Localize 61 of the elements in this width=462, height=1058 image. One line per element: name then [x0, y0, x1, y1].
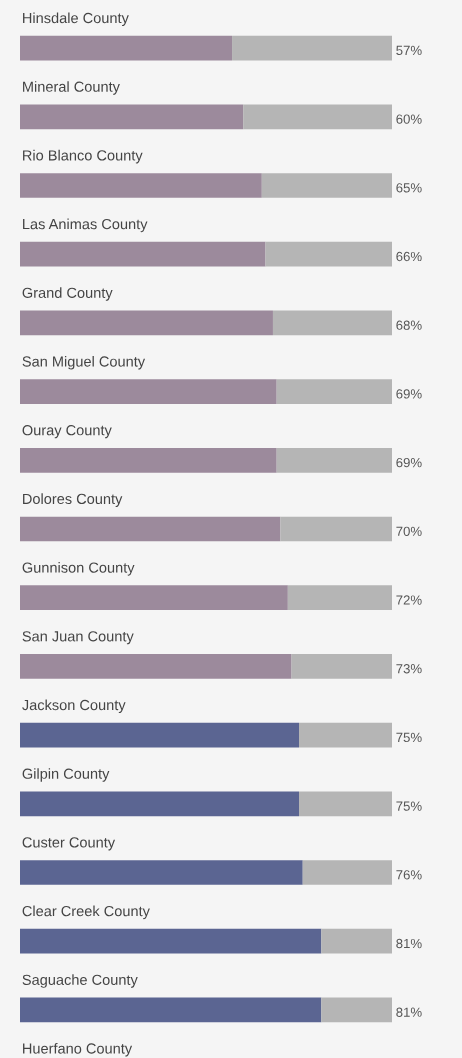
data-label: 70% — [396, 526, 422, 536]
y-tick-label: Huerfano County — [23, 1042, 133, 1057]
y-tick-label: Rio Blanco County — [23, 149, 143, 164]
bar — [272, 310, 392, 336]
bar — [302, 860, 392, 885]
bar — [20, 104, 244, 130]
bar — [20, 447, 277, 473]
y-tick-label: San Juan County — [22, 631, 134, 645]
y-tick-label: Jackson County — [22, 699, 126, 714]
bar — [276, 447, 392, 473]
data-label: 68% — [396, 320, 422, 330]
bar — [20, 310, 273, 336]
data-label: 75% — [396, 801, 422, 811]
bar — [20, 35, 233, 61]
bar — [321, 928, 392, 954]
y-tick-label: Clear Creek County — [22, 905, 150, 920]
data-label: 66% — [396, 251, 422, 262]
bar — [20, 173, 262, 198]
y-tick-label: Ouray County — [22, 425, 112, 439]
y-tick-label: Hinsdale County — [23, 12, 129, 27]
data-label: 76% — [396, 870, 422, 880]
bar — [20, 928, 322, 954]
y-tick-label: Custer County — [22, 837, 116, 851]
data-label: 69% — [396, 389, 422, 399]
y-tick-label: Dolores County — [23, 493, 123, 507]
y-tick-label: Mineral County — [23, 81, 120, 95]
y-tick-label: Saguache County — [22, 974, 138, 988]
bar — [20, 241, 266, 267]
bar — [20, 860, 303, 885]
bar — [243, 104, 392, 130]
bar — [276, 379, 392, 404]
y-tick-label: Gunnison County — [22, 562, 135, 576]
bar — [20, 516, 281, 542]
data-label: 81% — [396, 938, 422, 949]
y-tick-label: San Miguel County — [22, 355, 146, 370]
bar — [291, 654, 392, 679]
bar — [261, 173, 392, 198]
data-label: 81% — [396, 1007, 422, 1017]
bar — [299, 791, 392, 817]
data-label: 69% — [396, 457, 422, 468]
bar — [232, 35, 392, 61]
data-label: 60% — [396, 114, 422, 124]
bar — [265, 241, 392, 267]
bar — [20, 791, 299, 817]
bar — [20, 379, 277, 404]
bar — [20, 585, 288, 611]
y-tick-label: Gilpin County — [22, 768, 110, 782]
data-label: 73% — [396, 664, 422, 674]
y-tick-label: Las Animas County — [23, 218, 148, 233]
bar — [299, 722, 392, 748]
bar — [20, 722, 299, 748]
bar — [287, 585, 392, 611]
data-label: 57% — [396, 45, 422, 56]
y-tick-label: Grand County — [22, 287, 113, 301]
bar — [20, 654, 292, 679]
data-label: 72% — [396, 595, 422, 605]
data-label: 75% — [396, 732, 422, 743]
bar — [280, 516, 392, 542]
bar — [20, 997, 322, 1023]
bar — [321, 997, 392, 1023]
data-label: 65% — [396, 183, 422, 193]
